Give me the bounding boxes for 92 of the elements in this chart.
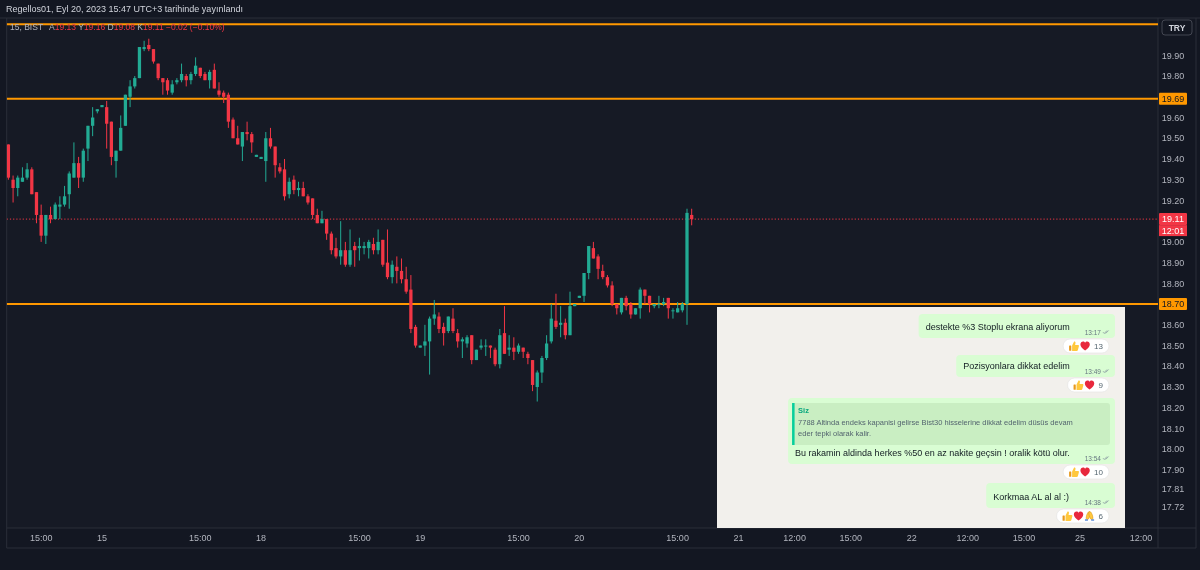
- candlestick: [348, 228, 352, 268]
- text: 15, BIST: [10, 22, 44, 32]
- y-tick-label: 19.90: [1161, 50, 1185, 61]
- y-tick-label: 19.50: [1161, 133, 1185, 144]
- x-tick-label: 15:00: [839, 533, 863, 543]
- candlestick: [643, 289, 647, 305]
- candlestick: [502, 305, 507, 355]
- text: Regellos01, Eyl 20, 2023 15:47 UTC+3 tarihinde yayınlandı: [6, 4, 243, 14]
- candlestick: [268, 127, 273, 150]
- x-tick-label: 12:00: [1129, 533, 1153, 543]
- candlestick: [245, 121, 249, 141]
- x-tick-label: 12:00: [783, 533, 806, 543]
- x-tick-label: 15: [96, 533, 108, 543]
- candlestick: [58, 195, 62, 220]
- candlestick: [34, 191, 39, 224]
- candlestick: [493, 347, 497, 367]
- candlestick: [540, 355, 544, 384]
- annotation: 10: [1094, 468, 1104, 477]
- y-tick-label: 18.60: [1161, 320, 1185, 331]
- text: A19.13 Y19.16 D19.08 K19.11 −0.02 (−0.10%): [49, 22, 225, 32]
- y-tick-label: 18.20: [1161, 402, 1185, 413]
- candlestick: [376, 228, 380, 255]
- x-tick-label: 18: [256, 533, 267, 543]
- y-tick-label: 19.80: [1161, 71, 1185, 82]
- y-tick-label: 18.40: [1161, 361, 1185, 372]
- y-tick-label: 19.00: [1161, 237, 1185, 248]
- x-tick-label: 15:00: [29, 533, 53, 543]
- x-tick-label: 12:00: [956, 533, 980, 543]
- y-axis-title: TRY: [1168, 23, 1186, 33]
- candlestick: [114, 150, 118, 179]
- candlestick: [671, 307, 675, 320]
- candlestick: [189, 71, 193, 85]
- candlestick: [175, 77, 179, 85]
- candlestick: [451, 307, 455, 334]
- x-tick-label: 15:00: [1012, 533, 1036, 543]
- annotation: 9: [1098, 381, 1104, 390]
- x-tick-label: 19: [415, 533, 426, 543]
- x-tick-label: 15:00: [507, 533, 530, 543]
- y-tick-label: 19.20: [1161, 195, 1185, 206]
- annotation: 6: [1098, 512, 1104, 521]
- annotation: destekte %3 Stoplu ekrana aliyorum: [925, 322, 1070, 332]
- candlestick: [339, 220, 343, 266]
- x-tick-label: 15:00: [666, 533, 689, 543]
- annotation: Korkmaa AL al al :): [993, 492, 1069, 502]
- y-tick-label: 19.30: [1161, 174, 1185, 185]
- candlestick: [479, 338, 483, 351]
- candlestick: [217, 81, 221, 98]
- candlestick: [11, 175, 15, 204]
- y-tick-label: 17.90: [1161, 465, 1185, 476]
- candlestick: [25, 162, 29, 181]
- candlestick: [465, 334, 469, 349]
- candlestick: [320, 210, 324, 224]
- candlestick: [526, 351, 530, 365]
- x-tick-label: 21: [733, 533, 744, 543]
- y-tick-label: 18.90: [1161, 257, 1185, 268]
- candlestick: [657, 295, 661, 309]
- candlestick: [334, 237, 338, 259]
- x-tick-label: 15:00: [189, 533, 212, 543]
- x-tick-label: 15:00: [348, 533, 371, 543]
- y-tick-label: 18.30: [1161, 382, 1185, 393]
- candlestick: [610, 280, 614, 307]
- annotation: Bu rakamin aldinda herkes %50 en az nakite geçsin ! oralik kötü olur.: [795, 448, 1070, 458]
- candlestick: [582, 272, 586, 303]
- y-tick-label: 18.00: [1161, 444, 1185, 455]
- candlestick: [362, 241, 366, 255]
- candlestick: [44, 214, 48, 245]
- y-tick-label: 19.60: [1161, 112, 1185, 123]
- candlestick: [86, 125, 90, 162]
- candlestick: [343, 241, 347, 268]
- candlestick: [62, 185, 67, 208]
- candlestick: [179, 63, 184, 83]
- candlestick: [240, 131, 245, 162]
- x-tick-label: 22: [906, 533, 917, 543]
- candlestick: [76, 156, 81, 189]
- candlestick: [423, 324, 427, 357]
- y-tick-label: 19.40: [1161, 154, 1185, 165]
- candlestick: [105, 100, 109, 150]
- candlestick: [292, 175, 296, 195]
- candlestick: [119, 114, 123, 152]
- candlestick: [554, 293, 558, 330]
- x-tick-label: 25: [1075, 533, 1086, 543]
- y-tick-label: 18.10: [1161, 423, 1185, 434]
- candlestick: [432, 299, 436, 326]
- annotation: 13: [1094, 342, 1104, 351]
- y-tick-label: 18.50: [1161, 340, 1185, 351]
- y-tick-label: 17.81: [1161, 483, 1185, 494]
- candlestick: [544, 334, 549, 361]
- candlestick: [437, 311, 441, 334]
- x-tick-label: 20: [574, 533, 585, 543]
- annotation: Pozisyonlara dikkat edelim: [963, 361, 1070, 371]
- y-tick-label: 17.72: [1161, 502, 1185, 513]
- y-tick-label: 18.80: [1161, 278, 1185, 289]
